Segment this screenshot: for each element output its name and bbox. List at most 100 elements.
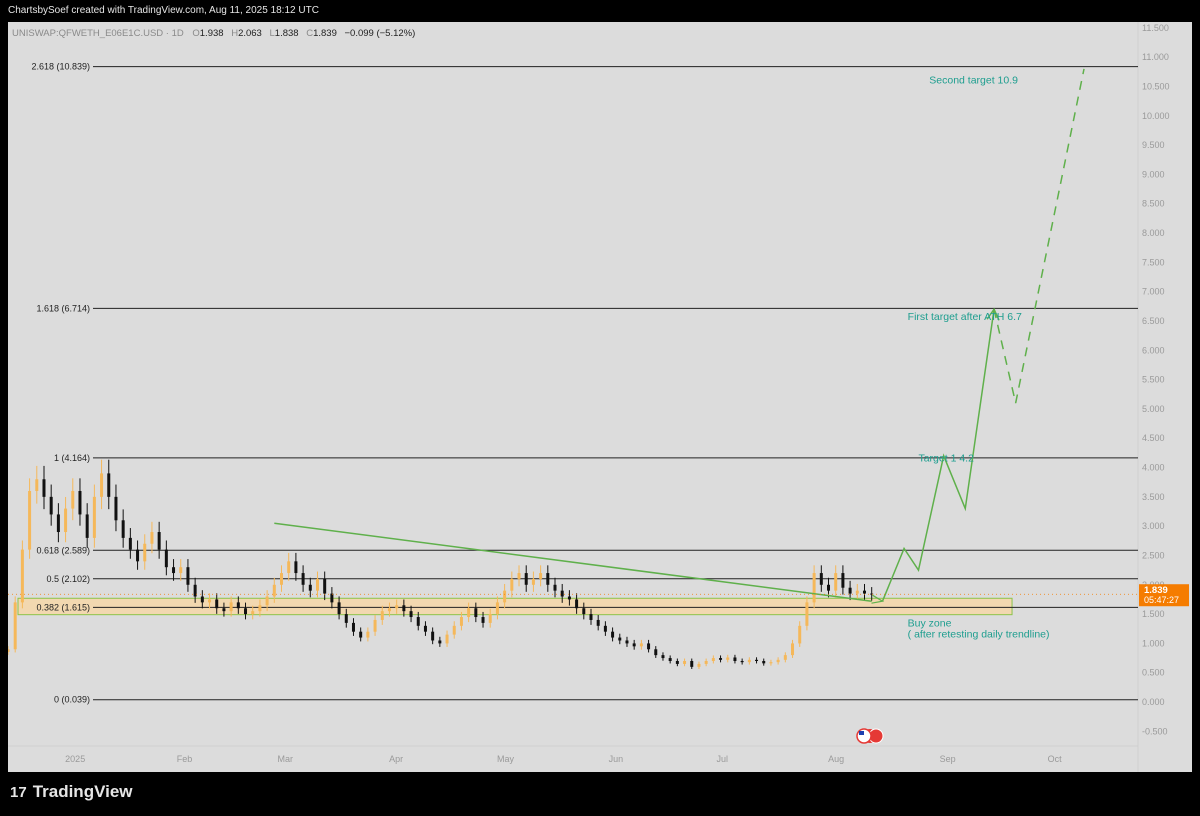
close-value: 1.839 <box>313 28 337 39</box>
candle-body <box>28 490 32 550</box>
candle-body <box>769 662 773 664</box>
fib-level-label: 0.5 (2.102) <box>46 574 90 584</box>
candle-body <box>409 611 413 618</box>
candle-body <box>380 611 384 620</box>
x-tick-label: Feb <box>177 754 193 764</box>
candle-body <box>582 608 586 615</box>
candle-body <box>179 567 183 574</box>
tradingview-logo[interactable]: 17 TradingView <box>10 782 133 802</box>
candle-body <box>819 573 823 585</box>
candle-body <box>589 614 593 620</box>
candle-body <box>603 625 607 632</box>
candle-body <box>726 657 730 660</box>
candle-body <box>215 599 219 609</box>
y-tick-label: 8.500 <box>1142 199 1165 209</box>
open-label: O <box>192 28 199 39</box>
candle-body <box>862 590 866 594</box>
candle-body <box>42 479 46 497</box>
candle-body <box>308 584 312 591</box>
candle-body <box>78 490 82 515</box>
candle-body <box>668 658 672 661</box>
candle-body <box>359 631 363 638</box>
y-tick-label: 6.500 <box>1142 316 1165 326</box>
y-tick-label: 5.000 <box>1142 404 1165 414</box>
bar-countdown: 05:47:27 <box>1144 595 1179 605</box>
y-tick-label: 3.500 <box>1142 492 1165 502</box>
candle-body <box>841 573 845 588</box>
chart-annotation: First target after ATH 6.7 <box>908 311 1022 323</box>
candle-body <box>13 602 17 650</box>
fib-level-label: 1.618 (6.714) <box>36 303 90 313</box>
candle-body <box>495 602 499 615</box>
x-axis: 2025 Feb Mar Apr May Jun Jul Aug Sep Oct <box>65 754 1062 764</box>
y-tick-label: 11.500 <box>1142 23 1169 33</box>
candle-body <box>8 649 10 652</box>
fib-level-label: 0.382 (1.615) <box>36 602 90 612</box>
candle-body <box>755 659 759 661</box>
y-tick-label: 9.500 <box>1142 140 1165 150</box>
y-tick-label: 0.000 <box>1142 697 1165 707</box>
candle-body <box>143 543 147 562</box>
candle-body <box>531 578 535 585</box>
candle-body <box>517 573 521 579</box>
candle-body <box>467 608 471 618</box>
daily-trendline <box>274 522 872 602</box>
candle-body <box>704 660 708 664</box>
x-tick-label: May <box>497 754 515 764</box>
candle-body <box>553 584 557 591</box>
fib-level-label: 0.618 (2.589) <box>36 545 90 555</box>
drawings <box>8 68 1138 604</box>
candle-body <box>567 596 571 600</box>
projection-arrowhead <box>986 307 1000 321</box>
candle-body <box>20 549 24 603</box>
entry-arrowhead <box>871 594 885 604</box>
candle-body <box>64 508 68 533</box>
high-label: H <box>231 28 238 39</box>
candle-body <box>575 599 579 609</box>
candle-body <box>164 549 168 568</box>
price-chart[interactable]: 11.500 11.000 10.500 10.000 9.500 9.000 8.500 8… <box>8 22 1192 772</box>
plot-background <box>8 22 1192 772</box>
candle-body <box>280 573 284 585</box>
chart-annotation: Target 1 4.2 <box>918 453 974 465</box>
candle-body <box>208 599 212 603</box>
candle-body <box>711 658 715 661</box>
chart-annotation: Second target 10.9 <box>929 75 1018 87</box>
chart-annotation: ( after retesting daily trendline) <box>908 629 1050 641</box>
candle-body <box>107 473 111 497</box>
tradingview-mark-icon: 17 <box>10 783 27 801</box>
x-tick-label: Jun <box>609 754 624 764</box>
candle-body <box>445 634 449 644</box>
candle-body <box>740 660 744 663</box>
candle-body <box>798 625 802 644</box>
y-tick-label: 8.000 <box>1142 228 1165 238</box>
x-tick-label: Jul <box>717 754 729 764</box>
us-flag-events-icon[interactable] <box>856 728 884 744</box>
candle-body <box>193 584 197 597</box>
candle-body <box>315 578 319 591</box>
candle-body <box>827 584 831 591</box>
candle-body <box>683 660 687 664</box>
y-tick-label: 2.500 <box>1142 550 1165 560</box>
candle-body <box>251 611 255 615</box>
x-tick-label: Sep <box>940 754 956 764</box>
x-tick-label: Aug <box>828 754 844 764</box>
candle-body <box>481 617 485 623</box>
close-label: C <box>306 28 313 39</box>
y-tick-label: 4.000 <box>1142 463 1165 473</box>
candle-body <box>632 643 636 647</box>
x-tick-label: Apr <box>389 754 403 764</box>
candle-body <box>870 593 874 595</box>
low-value: 1.838 <box>275 28 299 39</box>
candle-body <box>258 605 262 612</box>
fib-level-label: 1 (4.164) <box>54 453 90 463</box>
candle-body <box>812 573 816 603</box>
candle-body <box>423 625 427 632</box>
candle-body <box>387 608 391 612</box>
candle-body <box>639 643 643 647</box>
candle-body <box>172 567 176 574</box>
candle-body <box>848 587 852 594</box>
fib-level-label: 0 (0.039) <box>54 695 90 705</box>
candle-body <box>459 617 463 626</box>
change-value: −0.099 (−5.12%) <box>345 28 416 39</box>
